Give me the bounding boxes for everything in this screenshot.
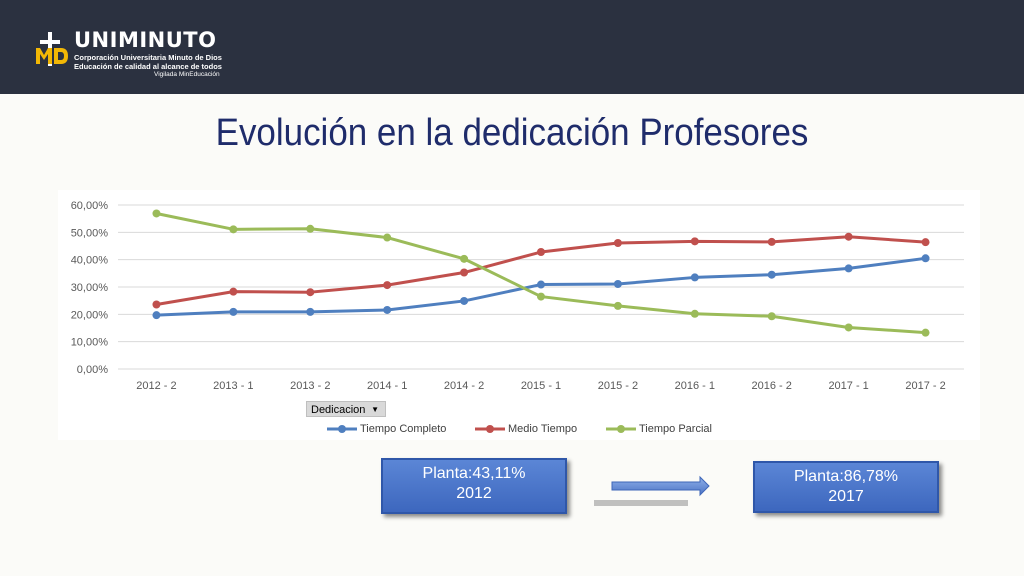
data-point-tiempo-completo	[767, 270, 776, 279]
legend-swatch-icon	[606, 425, 636, 433]
data-point-tiempo-completo	[383, 305, 392, 314]
data-point-tiempo-parcial	[152, 209, 161, 218]
y-tick-label: 60,00%	[71, 200, 109, 212]
x-tick-label: 2012 - 2	[136, 380, 176, 392]
x-tick-label: 2013 - 2	[290, 380, 330, 392]
planta-2017-value: Planta:86,78%	[793, 468, 899, 485]
brand-line-1: Corporación Universitaria Minuto de Dios	[74, 53, 222, 62]
legend-label: Tiempo Parcial	[639, 423, 712, 435]
right-arrow-icon	[594, 475, 710, 506]
data-point-medio-tiempo	[152, 300, 161, 309]
x-tick-label: 2015 - 2	[598, 380, 638, 392]
line-chart: 0,00% 10,00% 20,00% 30,00% 40,00% 50,00% 60,00…	[71, 200, 964, 392]
data-point-tiempo-completo	[690, 273, 699, 282]
brand-line-3: Vigilada MinEducación	[154, 71, 220, 78]
x-tick-label: 2013 - 1	[213, 380, 253, 392]
planta-2017-box: Planta:86,78% 2017	[753, 461, 939, 513]
data-point-tiempo-completo	[152, 311, 161, 320]
data-point-medio-tiempo	[767, 237, 776, 246]
data-point-tiempo-parcial	[690, 309, 699, 318]
y-tick-label: 30,00%	[71, 282, 109, 294]
data-point-tiempo-completo	[537, 280, 545, 289]
x-tick-label: 2016 - 1	[675, 380, 715, 392]
planta-2012-year: 2012	[456, 485, 492, 502]
data-point-medio-tiempo	[229, 287, 238, 296]
md-logo-mark-icon	[36, 32, 68, 66]
data-point-medio-tiempo	[460, 268, 469, 277]
y-tick-label: 50,00%	[71, 227, 109, 239]
legend-swatch-icon	[327, 425, 357, 433]
data-point-medio-tiempo	[921, 238, 930, 247]
data-point-tiempo-completo	[306, 307, 315, 316]
data-point-tiempo-completo	[460, 296, 469, 305]
data-point-medio-tiempo	[383, 281, 392, 290]
legend-label: Medio Tiempo	[508, 423, 578, 435]
planta-2017-year: 2017	[828, 488, 864, 505]
data-point-medio-tiempo	[844, 232, 853, 241]
x-tick-label: 2017 - 1	[828, 380, 868, 392]
x-tick-label: 2016 - 2	[752, 380, 792, 392]
data-point-medio-tiempo	[613, 238, 622, 247]
chart-legend: Tiempo Completo Medio Tiempo Tiempo Parcia…	[0, 420, 1024, 440]
legend-swatch-icon	[475, 425, 505, 433]
x-tick-label: 2015 - 1	[521, 380, 561, 392]
y-tick-label: 0,00%	[77, 364, 108, 376]
data-point-tiempo-parcial	[537, 292, 545, 301]
legend-label: Tiempo Completo	[360, 423, 447, 435]
slide-title: Evolución en la dedicación Profesores	[215, 112, 809, 154]
dedicacion-filter-button[interactable]: Dedicacion ▼	[306, 401, 386, 417]
uniminuto-logo: UNIMINUTO Corporación Universitaria Minu…	[34, 22, 274, 82]
brand-name: UNIMINUTO	[74, 28, 217, 52]
x-tick-label: 2017 - 2	[905, 380, 945, 392]
y-tick-label: 40,00%	[71, 255, 109, 267]
data-point-medio-tiempo	[306, 288, 315, 297]
data-point-tiempo-parcial	[460, 254, 469, 263]
data-point-tiempo-parcial	[844, 323, 853, 332]
header-bar: UNIMINUTO Corporación Universitaria Minu…	[0, 0, 1024, 94]
y-tick-label: 10,00%	[71, 337, 109, 349]
planta-2012-value: Planta:43,11%	[422, 465, 526, 482]
data-point-tiempo-completo	[613, 279, 622, 288]
data-point-tiempo-parcial	[383, 233, 392, 242]
y-tick-label: 20,00%	[71, 309, 109, 321]
data-point-tiempo-parcial	[306, 224, 315, 233]
x-tick-label: 2014 - 2	[444, 380, 484, 392]
brand-line-2: Educación de calidad al alcance de todos	[74, 62, 222, 71]
data-point-tiempo-parcial	[767, 312, 776, 321]
data-point-tiempo-parcial	[613, 301, 622, 310]
x-tick-label: 2014 - 1	[367, 380, 407, 392]
planta-2012-box: Planta:43,11% 2012	[381, 458, 567, 514]
data-point-medio-tiempo	[537, 248, 545, 257]
data-point-tiempo-parcial	[229, 225, 238, 234]
data-point-tiempo-completo	[229, 307, 238, 316]
data-point-medio-tiempo	[690, 237, 699, 246]
filter-label: Dedicacion	[311, 404, 366, 416]
data-point-tiempo-completo	[844, 264, 853, 273]
data-point-tiempo-completo	[921, 254, 930, 263]
dropdown-arrow-icon: ▼	[371, 405, 379, 414]
data-point-tiempo-parcial	[921, 328, 930, 337]
chart-area: 0,00% 10,00% 20,00% 30,00% 40,00% 50,00% 60,00…	[58, 190, 980, 440]
